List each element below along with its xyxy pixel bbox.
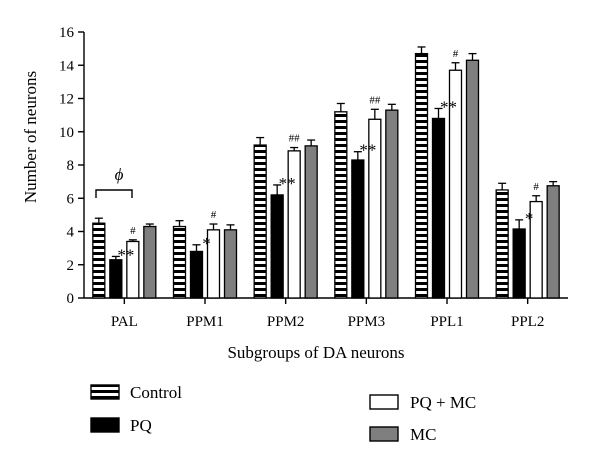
y-tick-label: 10 (59, 125, 74, 141)
legend-swatch-pq-mc (369, 394, 399, 410)
bar-mc-ppm2 (304, 145, 318, 299)
legend-swatch-pq (90, 417, 120, 433)
y-tick-label: 14 (59, 58, 75, 74)
comparison-bracket: ϕ (95, 165, 133, 198)
bar-mc-pal (143, 225, 157, 299)
bar-control-ppm1 (172, 225, 187, 299)
legend-label-control: Control (130, 383, 182, 402)
x-tick-label-ppm1: PPM1 (186, 314, 224, 330)
y-tick-label: 8 (67, 158, 75, 174)
bar-pq-ppm1 (189, 250, 204, 299)
legend-label-pq: PQ (130, 416, 152, 435)
significance-marker-pq-mc: # (453, 48, 459, 60)
significance-marker-pq: ** (440, 97, 457, 116)
x-tick-label-ppl1: PPL1 (430, 314, 463, 330)
significance-marker-pq: ** (117, 245, 134, 264)
bar-pq-ppl2 (512, 228, 526, 299)
legend-label-mc: MC (410, 425, 436, 444)
y-axis-title: Number of neurons (21, 71, 40, 203)
bar-control-ppl1 (414, 52, 429, 299)
bar-pq-ppm2 (270, 194, 284, 299)
significance-marker-pq: ** (279, 174, 296, 193)
y-axis-ticks: 0 2 4 6 8 10 12 14 16 (59, 25, 84, 307)
legend-label-pq-mc: PQ + MC (410, 393, 476, 412)
y-tick-label: 2 (67, 258, 75, 274)
bar-mc-ppm1 (223, 229, 238, 299)
legend-item-pq-mc: PQ + MC (369, 393, 476, 412)
significance-marker-pq: * (525, 209, 534, 228)
bar-mc-ppl2 (546, 185, 560, 299)
bar-control-ppm3 (334, 111, 348, 299)
y-tick-label: 0 (67, 291, 75, 307)
bar-pq-mc-ppm2 (287, 150, 301, 299)
significance-marker-pq-mc: # (130, 225, 136, 237)
significance-marker-pq-mc: # (533, 181, 539, 193)
significance-marker-pq-mc: ## (369, 94, 381, 106)
y-tick-label: 12 (59, 92, 74, 108)
y-tick-label: 4 (67, 225, 75, 241)
legend-item-mc: MC (369, 425, 436, 444)
bar-pq-ppm3 (351, 159, 365, 299)
significance-marker-pq: * (202, 234, 211, 253)
significance-marker-pq: ** (359, 141, 376, 160)
x-tick-label-ppm3: PPM3 (348, 314, 386, 330)
legend-swatch-control (90, 384, 120, 400)
bar-pq-pal (109, 259, 123, 299)
legend-item-control: Control (90, 383, 182, 402)
bar-control-pal (92, 222, 106, 299)
bar-pq-ppl1 (431, 117, 446, 299)
x-axis-tick-labels: PAL PPM1 PPM2 PPM3 PPL1 PPL2 (111, 298, 544, 330)
x-tick-label-pal: PAL (111, 314, 138, 330)
x-tick-label-ppm2: PPM2 (267, 314, 305, 330)
bracket-phi-label: ϕ (115, 165, 124, 184)
significance-annotations: ** # * # ** ## ** ## ** # * # (117, 48, 539, 265)
legend-item-pq: PQ (90, 416, 152, 435)
bar-control-ppl2 (495, 189, 509, 299)
bar-mc-ppm3 (385, 109, 399, 299)
y-tick-label: 16 (59, 25, 75, 41)
bar-control-ppm2 (253, 144, 267, 299)
bar-mc-ppl1 (465, 59, 480, 299)
legend-swatch-mc (369, 426, 399, 442)
y-tick-label: 6 (67, 191, 75, 207)
x-axis-title: Subgroups of DA neurons (227, 343, 404, 362)
significance-marker-pq-mc: ## (289, 133, 301, 145)
x-tick-label-ppl2: PPL2 (511, 314, 544, 330)
legend: Control PQ PQ + MC MC (90, 383, 476, 444)
significance-marker-pq-mc: # (211, 209, 217, 221)
bar-groups (92, 46, 560, 299)
